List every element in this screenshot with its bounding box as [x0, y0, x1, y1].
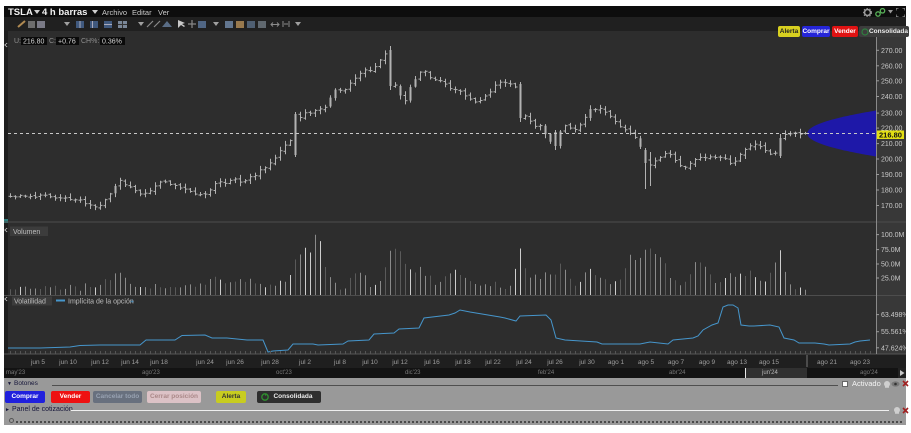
svg-text:ago 5: ago 5 [638, 359, 655, 366]
svg-text:190.00: 190.00 [881, 172, 903, 179]
svg-text:100.0M: 100.0M [881, 232, 905, 239]
svg-text:Volumen: Volumen [13, 229, 40, 236]
svg-text:jun 28: jun 28 [260, 359, 279, 366]
svg-text:jul 2: jul 2 [298, 359, 311, 366]
svg-text:CH%:: CH%: [81, 38, 99, 45]
svg-text:jul 16: jul 16 [423, 359, 440, 366]
svg-text:jun 5: jun 5 [30, 359, 45, 366]
svg-text:jul 26: jul 26 [546, 359, 563, 366]
svg-text:jun 10: jun 10 [58, 359, 77, 366]
svg-text:jul 30: jul 30 [578, 359, 595, 366]
svg-text:ago 23: ago 23 [850, 359, 870, 366]
svg-text:0.36%: 0.36% [102, 39, 122, 46]
svg-text:Volatilidad: Volatilidad [14, 299, 46, 306]
svg-text:+: + [130, 299, 134, 306]
svg-text:jun 24: jun 24 [195, 359, 214, 366]
svg-text:260.00: 260.00 [881, 63, 903, 70]
svg-text:C:: C: [49, 38, 56, 45]
svg-text:25.0M: 25.0M [881, 276, 901, 283]
svg-text:230.00: 230.00 [881, 111, 903, 118]
svg-text:jun 18: jun 18 [149, 359, 168, 366]
svg-text:jul 8: jul 8 [333, 359, 346, 366]
svg-text:63.498%: 63.498% [881, 312, 906, 319]
svg-text:ago 15: ago 15 [759, 359, 779, 366]
svg-text:216.80: 216.80 [879, 131, 902, 140]
svg-text:ago 21: ago 21 [817, 359, 837, 366]
svg-text:jul 12: jul 12 [391, 359, 408, 366]
svg-text:+0.76: +0.76 [58, 39, 76, 46]
svg-text:240.00: 240.00 [881, 94, 903, 101]
svg-text:55.561%: 55.561% [881, 329, 906, 336]
svg-text:75.0M: 75.0M [881, 247, 901, 254]
svg-text:ago 1: ago 1 [608, 359, 625, 366]
svg-text:jul 18: jul 18 [454, 359, 471, 366]
svg-text:270.00: 270.00 [881, 48, 903, 55]
svg-text:jun 12: jun 12 [90, 359, 109, 366]
svg-text:220.00: 220.00 [881, 126, 903, 133]
svg-text:200.00: 200.00 [881, 157, 903, 164]
svg-text:216.80: 216.80 [23, 39, 45, 46]
svg-text:170.00: 170.00 [881, 203, 903, 210]
svg-text:jul 24: jul 24 [515, 359, 532, 366]
svg-text:ago 9: ago 9 [699, 359, 716, 366]
svg-text:jun 14: jun 14 [120, 359, 139, 366]
svg-text:ago 13: ago 13 [727, 359, 747, 366]
svg-text:250.00: 250.00 [881, 78, 903, 85]
svg-text:jul 22: jul 22 [484, 359, 501, 366]
svg-text:50.0M: 50.0M [881, 262, 901, 269]
svg-text:U:: U: [14, 38, 21, 45]
svg-text:47.624%: 47.624% [881, 345, 906, 352]
svg-text:210.00: 210.00 [881, 141, 903, 148]
svg-text:180.00: 180.00 [881, 188, 903, 195]
svg-text:jul 10: jul 10 [361, 359, 378, 366]
svg-text:jun 26: jun 26 [225, 359, 244, 366]
svg-text:Implícita de la opción: Implícita de la opción [68, 299, 134, 306]
svg-text:ago 7: ago 7 [668, 359, 685, 366]
